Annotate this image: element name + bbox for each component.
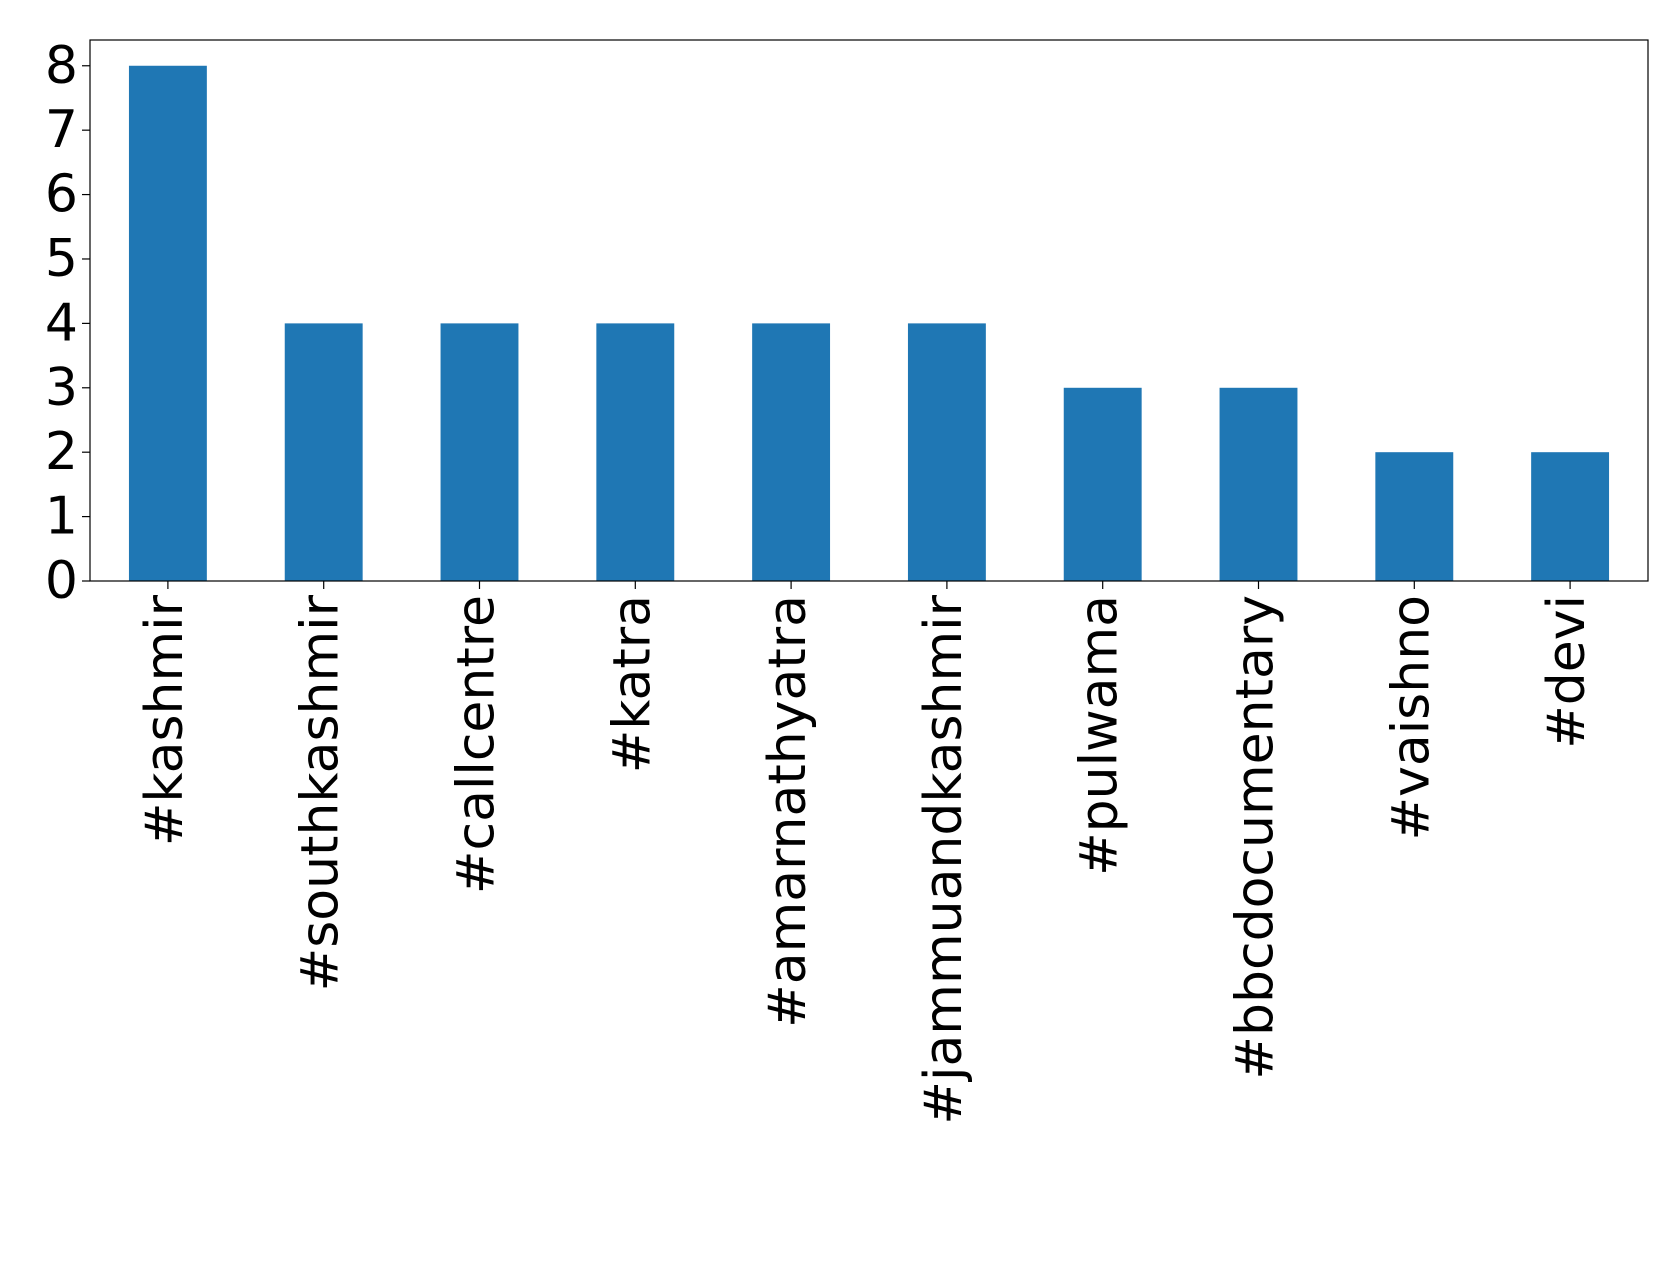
- plot-frame: [89, 39, 1649, 582]
- bar: [1375, 452, 1454, 581]
- bar: [907, 323, 986, 581]
- x-tick-label: #bbcdocumentary: [1226, 595, 1286, 1080]
- x-tick-label: #kashmir: [135, 594, 195, 846]
- x-tick-label: #vaishno: [1381, 595, 1441, 840]
- bar: [596, 323, 675, 581]
- x-tick-label: #southkashmir: [291, 594, 351, 991]
- x-tick-label: #amarnathyatra: [758, 595, 818, 1028]
- x-tick-label: #callcentre: [447, 595, 507, 894]
- y-tick-label: 6: [45, 165, 78, 225]
- y-tick-label: 5: [45, 229, 78, 289]
- bar: [284, 323, 363, 581]
- bar: [1063, 387, 1142, 581]
- y-tick-label: 0: [45, 551, 78, 611]
- bar: [440, 323, 519, 581]
- y-tick-label: 8: [45, 36, 78, 96]
- y-tick-label: 4: [45, 293, 78, 353]
- bar: [1219, 387, 1298, 581]
- y-tick-label: 1: [45, 487, 78, 547]
- x-tick-label: #devi: [1537, 595, 1597, 749]
- y-tick-label: 7: [45, 100, 78, 160]
- bar: [752, 323, 831, 581]
- y-tick-label: 2: [45, 422, 78, 482]
- x-tick-label: #jammuandkashmir: [914, 594, 974, 1124]
- x-tick-label: #katra: [602, 595, 662, 773]
- y-tick-label: 3: [45, 358, 78, 418]
- bar: [1531, 452, 1610, 581]
- x-tick-label: #pulwama: [1070, 595, 1130, 876]
- bar: [128, 65, 207, 581]
